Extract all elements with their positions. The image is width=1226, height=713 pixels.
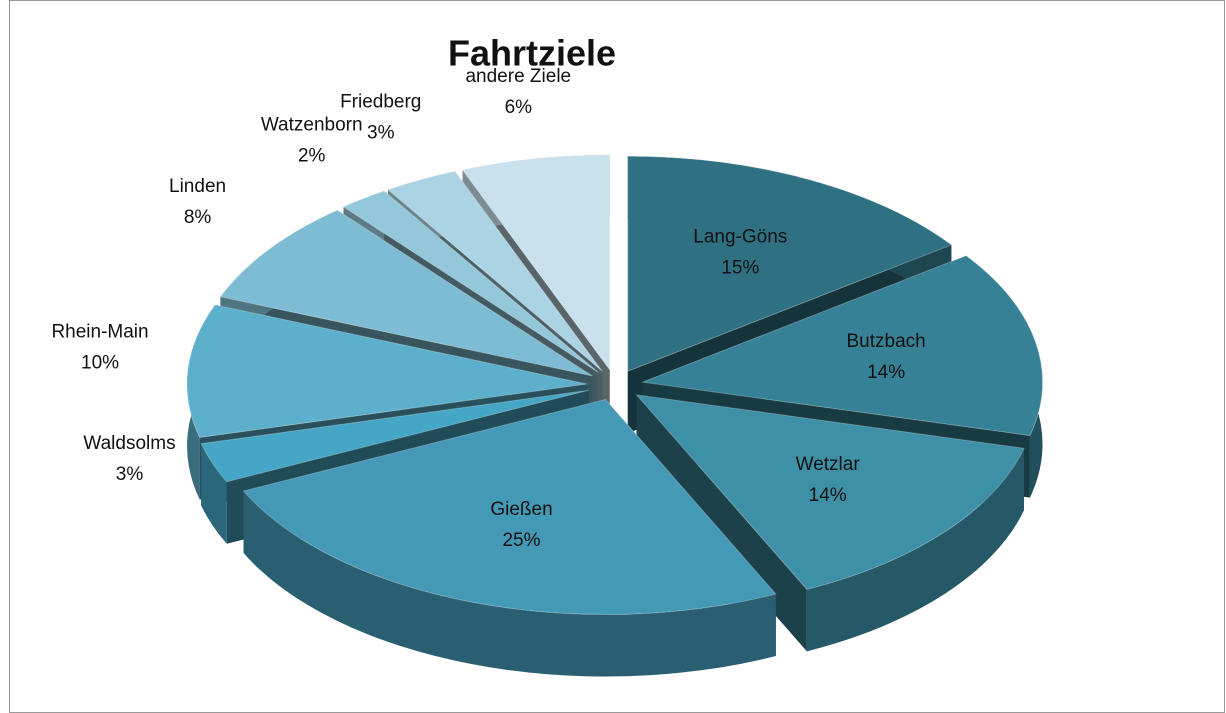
slice (640, 255, 1043, 437)
category-label: Gießen (490, 499, 552, 520)
value-label: 6% (505, 97, 533, 118)
slice (386, 170, 603, 372)
category-label: Linden (169, 176, 226, 197)
value-label: 10% (81, 353, 119, 374)
category-label: andere Ziele (465, 66, 571, 87)
slice (219, 209, 593, 377)
slice (342, 190, 599, 373)
category-label: Wetzlar (796, 454, 861, 475)
value-label: 14% (809, 485, 847, 506)
slice-rim (243, 491, 776, 677)
labels: Lang-Göns 15% Butzbach 14% Wetzlar 14% Gießen 2… (51, 66, 925, 551)
value-label: 15% (721, 258, 759, 279)
slice (186, 304, 588, 439)
chart-title: Fahrtziele (448, 33, 616, 74)
value-label: 3% (367, 123, 395, 144)
slice-rim (201, 443, 227, 544)
category-label: Rhein-Main (51, 322, 148, 343)
value-label: 2% (298, 145, 326, 166)
slice (461, 154, 611, 372)
slice (627, 155, 953, 373)
slice (242, 398, 777, 615)
value-label: 14% (867, 362, 905, 383)
category-label: Waldsolms (83, 433, 175, 454)
slice-rim (806, 448, 1025, 652)
value-label: 25% (502, 530, 540, 551)
category-label: Friedberg (340, 92, 421, 113)
slice (635, 394, 1025, 590)
slice-wall (201, 390, 589, 506)
category-label: Watzenborn (261, 114, 363, 135)
category-label: Lang-Göns (693, 227, 787, 248)
category-label: Butzbach (846, 331, 925, 352)
slice-tops (186, 154, 1043, 615)
slice (200, 389, 589, 483)
value-label: 3% (116, 464, 144, 485)
value-label: 8% (184, 207, 212, 228)
